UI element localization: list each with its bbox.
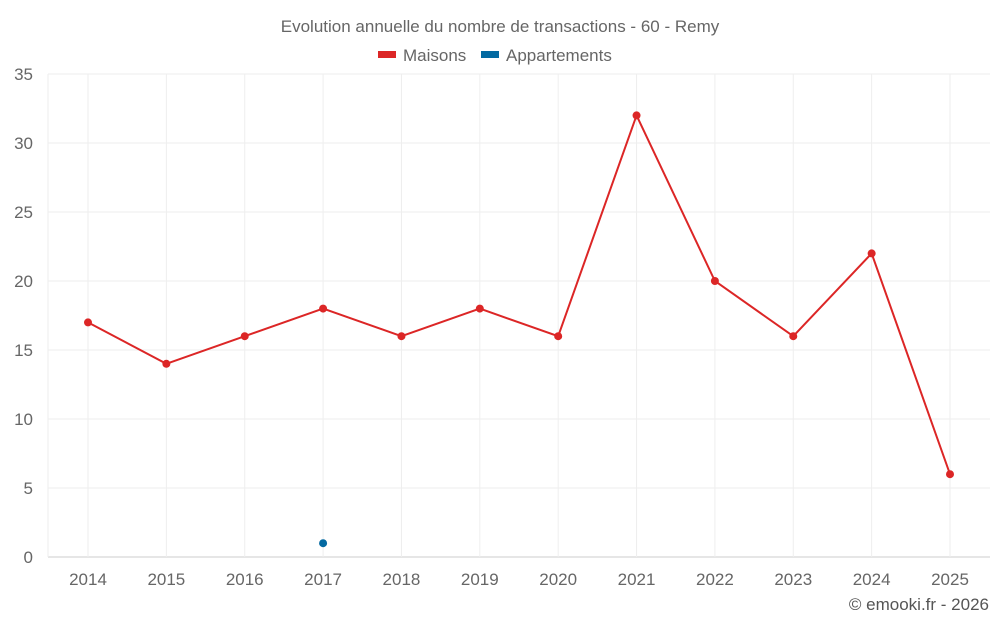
x-tick-label: 2016 <box>226 570 264 589</box>
legend-item-appartements[interactable]: Appartements <box>481 46 612 65</box>
data-point-maisons[interactable] <box>84 318 92 327</box>
y-tick-label: 0 <box>24 548 33 567</box>
data-point-maisons[interactable] <box>554 332 563 341</box>
x-tick-label: 2018 <box>383 570 421 589</box>
legend-label: Appartements <box>506 46 612 65</box>
x-tick-label: 2015 <box>147 570 185 589</box>
x-tick-label: 2019 <box>461 570 499 589</box>
x-tick-label: 2024 <box>853 570 891 589</box>
x-tick-label: 2025 <box>931 570 969 589</box>
legend: Maisons Appartements <box>378 46 612 65</box>
y-tick-label: 25 <box>14 203 33 222</box>
legend-swatch <box>481 51 499 58</box>
data-point-maisons[interactable] <box>475 304 484 313</box>
data-point-maisons[interactable] <box>789 332 798 341</box>
legend-swatch <box>378 51 396 58</box>
chart-title: Evolution annuelle du nombre de transact… <box>281 17 720 36</box>
y-tick-label: 5 <box>24 479 33 498</box>
legend-item-maisons[interactable]: Maisons <box>378 46 466 65</box>
series-line-maisons <box>87 112 951 475</box>
data-point-maisons[interactable] <box>397 332 406 341</box>
data-point-appartements[interactable] <box>319 539 328 548</box>
x-tick-label: 2022 <box>696 570 734 589</box>
x-tick-label: 2023 <box>774 570 812 589</box>
data-point-maisons[interactable] <box>632 111 641 120</box>
credit-text: © emooki.fr - 2026 <box>849 595 989 614</box>
grid <box>48 73 990 558</box>
y-tick-label: 20 <box>14 272 33 291</box>
data-point-maisons[interactable] <box>710 277 719 285</box>
data-point-maisons[interactable] <box>162 359 171 368</box>
y-tick-label: 15 <box>14 341 33 360</box>
x-tick-label: 2020 <box>539 570 577 589</box>
x-tick-label: 2014 <box>69 570 107 589</box>
x-tick-label: 2021 <box>618 570 656 589</box>
data-point-maisons[interactable] <box>319 304 328 313</box>
data-point-maisons[interactable] <box>946 470 954 479</box>
y-tick-label: 10 <box>14 410 33 429</box>
x-tick-label: 2017 <box>304 570 342 589</box>
data-point-maisons[interactable] <box>240 332 249 341</box>
data-point-maisons[interactable] <box>867 249 876 258</box>
y-tick-label: 30 <box>14 134 33 153</box>
y-tick-label: 35 <box>14 65 33 84</box>
legend-label: Maisons <box>403 46 466 65</box>
series <box>84 111 954 548</box>
